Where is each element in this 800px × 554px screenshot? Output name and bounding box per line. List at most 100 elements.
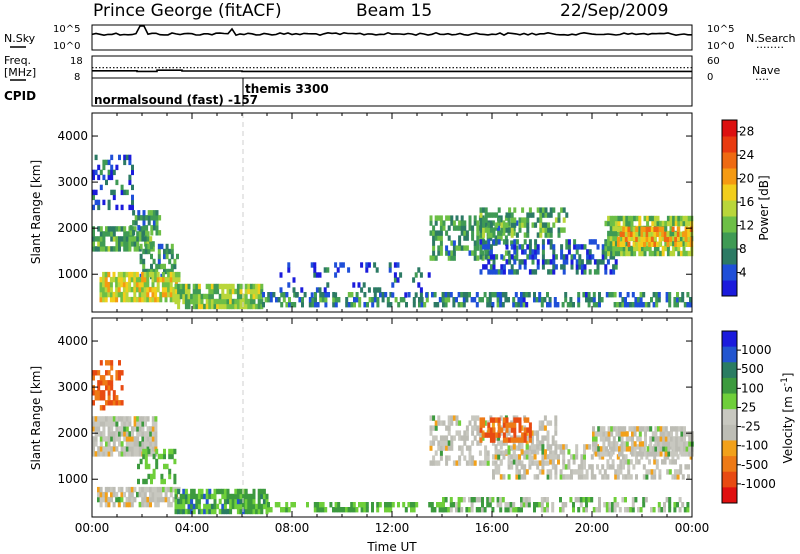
velocity-cell [197,493,201,500]
power-cell [499,215,503,221]
velocity-cell [512,440,516,446]
power-cell [412,277,416,283]
power-cell [139,243,143,250]
velocity-cell [137,478,140,485]
power-cell [502,264,506,270]
power-cell [601,249,605,255]
power-cell [172,276,176,283]
power-cell [156,281,160,288]
velocity-cell [505,449,508,455]
velocity-cell [479,422,483,428]
power-cell [639,292,643,298]
power-cell [575,259,579,265]
velocity-cell [580,474,584,480]
velocity-cell [644,431,647,437]
velocity-cell [525,430,529,436]
power-cell [476,240,480,246]
velocity-cell [141,436,145,442]
power-cell [213,288,217,295]
power-cell [637,297,640,303]
velocity-cell [352,502,356,508]
velocity-cell [131,446,134,452]
velocity-cell [538,502,542,508]
power-cell [468,215,472,221]
power-cell [457,302,461,308]
velocity-cell [138,491,142,498]
power-cell [360,287,364,293]
power-cell [669,220,673,227]
velocity-cell [223,493,227,500]
velocity-cell [252,498,256,505]
power-cell [255,288,259,295]
velocity-cell [673,507,677,513]
power-cell [651,215,655,222]
velocity-cell [663,459,667,465]
velocity-colorbar-cell [722,331,737,348]
power-cell [125,241,129,247]
power-cell [437,235,441,241]
velocity-cell [257,503,261,510]
velocity-cell [337,507,341,513]
power-cell [174,286,178,293]
velocity-cell [667,451,671,457]
power-cell [548,302,552,308]
power-cell [120,204,124,211]
velocity-cell [218,488,222,495]
power-cell [118,241,121,247]
power-cell [177,303,181,310]
velocity-cell [239,503,243,510]
velocity-cell [515,445,519,451]
velocity-cell [670,426,673,432]
velocity-cell [144,416,147,422]
power-cell [640,226,644,232]
power-cell [652,292,656,298]
power-cell [601,254,605,260]
velocity-cell [554,420,558,426]
power-cell [218,298,222,305]
power-cell [97,199,101,206]
velocity-cell [607,431,611,437]
power-cell [494,292,497,298]
velocity-cell [497,435,501,441]
power-cell [221,298,225,305]
power-cell [399,272,403,278]
velocity-cell [662,426,666,432]
power-cell [645,231,649,237]
power-cell [515,255,519,261]
power-cell [481,255,485,261]
power-cell [157,258,161,265]
power-cell [157,253,161,260]
station-title: Prince George (fitACF) [93,1,282,21]
velocity-cell [688,436,692,442]
power-cell [109,281,113,288]
velocity-cell [676,469,680,475]
velocity-cell [502,432,506,438]
velocity-cell [110,446,114,452]
power-cell [147,215,151,221]
velocity-cell [618,451,621,457]
velocity-cell [107,385,111,391]
velocity-cell [597,431,601,437]
power-cell [528,212,532,218]
power-cell [674,236,678,242]
power-cell [565,212,569,218]
velocity-cell [638,441,642,447]
power-cell [665,297,669,303]
power-cell [142,230,146,236]
velocity-cell [654,426,658,432]
velocity-cell [662,441,666,447]
velocity-cell [592,446,595,452]
power-cell [295,292,299,298]
velocity-cell [687,474,690,480]
power-cell [120,226,124,232]
velocity-cell [447,425,451,431]
velocity-cell [499,440,503,446]
power-cell [572,302,575,308]
power-cell [311,302,315,308]
power-cell [547,239,551,245]
power-cell [165,248,169,255]
velocity-cell [554,430,558,436]
power-cell [495,269,499,275]
power-cell [674,220,678,227]
power-cell [565,254,569,260]
